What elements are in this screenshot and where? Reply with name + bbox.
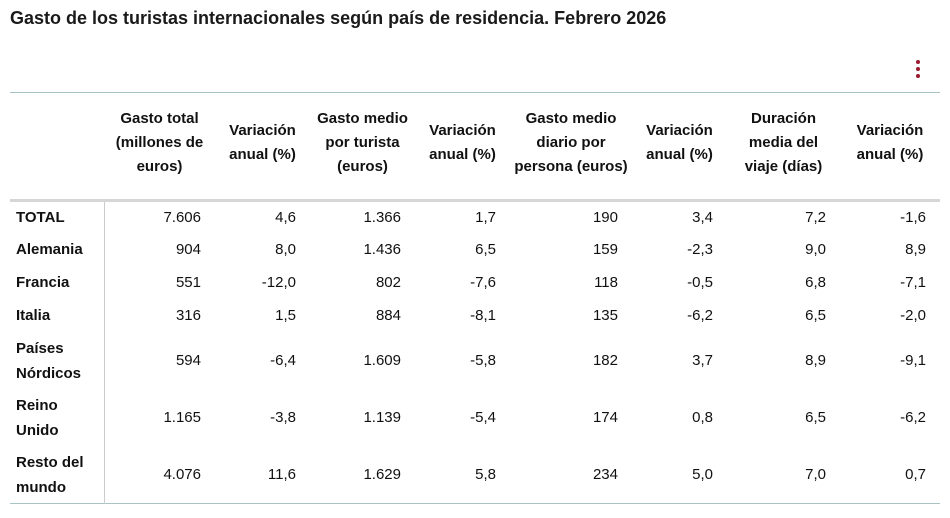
table-cell: 594 [175,352,201,369]
row-label: Resto del mundo [10,446,105,504]
table-cell: 1,5 [275,307,296,324]
row-label: Reino Unido [10,389,105,446]
table-cell: -5,4 [470,409,496,426]
table-cell: 0,7 [905,466,926,483]
table-cell: 135 [592,307,618,324]
table-cell: 8,9 [805,352,826,369]
table-cell: 174 [592,409,618,426]
table-cell: -6,4 [270,352,296,369]
column-header: Duración media del viaje (días) [727,92,840,202]
column-header: Variación anual (%) [415,92,510,202]
column-header: Gasto medio diario por persona (euros) [510,92,632,202]
table-cell: -0,5 [687,274,713,291]
column-header: Variación anual (%) [840,92,940,202]
page-title: Gasto de los turistas internacionales se… [10,8,667,28]
table-cell: 904 [175,241,201,258]
table-cell: 1.366 [363,209,401,226]
column-header: Variación anual (%) [215,92,310,202]
column-header: Gasto medio por turista (euros) [310,92,415,202]
table-row: Francia 551 -12,0 802 -7,6 118 -0,5 6,8 -7,1 [10,266,940,299]
table-cell: 182 [592,352,618,369]
table-cell: 1.629 [363,466,401,483]
table-cell: 7.606 [163,209,201,226]
table-cell: -9,1 [900,352,926,369]
table-cell: -2,0 [900,307,926,324]
table-cell: 6,8 [805,274,826,291]
table-cell: -3,8 [270,409,296,426]
table-cell: 5,0 [692,466,713,483]
table-cell: 802 [375,274,401,291]
table-cell: 6,5 [805,409,826,426]
table-cell: 6,5 [475,241,496,258]
row-label: Francia [10,266,105,299]
row-label: Países Nórdicos [10,332,105,389]
table-cell: 234 [592,466,618,483]
row-label: Italia [10,299,105,332]
table-cell: -7,6 [470,274,496,291]
table-row: Reino Unido 1.165 -3,8 1.139 -5,4 174 0,8 6,5 -6… [10,389,940,446]
table-row: Italia 316 1,5 884 -8,1 135 -6,2 6,5 -2,0 [10,299,940,332]
table-cell: 316 [175,307,201,324]
table-cell: 884 [375,307,401,324]
table-cell: 8,0 [275,241,296,258]
table-cell: 551 [175,274,201,291]
table-cell: -6,2 [900,409,926,426]
table-cell: 7,0 [805,466,826,483]
table-cell: 7,2 [805,209,826,226]
table-cell: 4.076 [163,466,201,483]
table-cell: 1.436 [363,241,401,258]
table-cell: 1,7 [475,209,496,226]
table-cell: 11,6 [267,466,296,483]
table-cell: 4,6 [275,209,296,226]
table-cell: 1.165 [163,409,201,426]
table-cell: -6,2 [687,307,713,324]
table-cell: -7,1 [900,274,926,291]
table-cell: 159 [592,241,618,258]
table-cell: 3,4 [692,209,713,226]
row-label: Alemania [10,233,105,266]
table-cell: 5,8 [475,466,496,483]
table-cell: 3,7 [692,352,713,369]
header-row: Gasto total (millones de euros) Variación… [10,92,940,202]
table-row: Alemania 904 8,0 1.436 6,5 159 -2,3 9,0 8,9 [10,233,940,266]
table-cell: 190 [592,209,618,226]
row-label: TOTAL [10,200,105,233]
column-header: Variación anual (%) [632,92,727,202]
table-row: Países Nórdicos 594 -6,4 1.609 -5,8 182 3,7 8,9… [10,332,940,389]
column-header [10,92,104,202]
table-cell: -2,3 [687,241,713,258]
table-cell: -12,0 [261,274,296,291]
vertical-ellipsis-icon[interactable] [913,60,923,82]
table-cell: 8,9 [905,241,926,258]
table-cell: 1.609 [363,352,401,369]
table-cell: 6,5 [805,307,826,324]
data-table: Gasto total (millones de euros) Variación… [10,92,940,504]
table-cell: 0,8 [692,409,713,426]
table-cell: 118 [594,274,618,291]
column-header: Gasto total (millones de euros) [104,92,215,202]
table-cell: -5,8 [470,352,496,369]
table-cell: -1,6 [900,209,926,226]
table-row: TOTAL 7.606 4,6 1.366 1,7 190 3,4 7,2 -1,6 [10,200,940,233]
table-cell: -8,1 [470,307,496,324]
table-row: Resto del mundo 4.076 11,6 1.629 5,8 234 5,0 7,… [10,446,940,504]
table-cell: 9,0 [805,241,826,258]
table-cell: 1.139 [363,409,401,426]
